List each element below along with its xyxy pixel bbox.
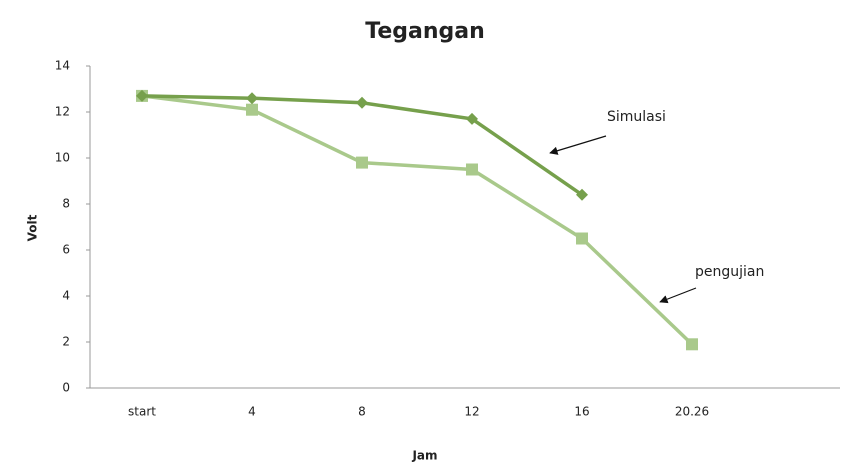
x-axis-title: Jam — [411, 449, 437, 463]
annotation: pengujian — [695, 264, 764, 280]
x-tick-label: 4 — [248, 405, 256, 419]
y-tick-label: 2 — [62, 335, 70, 349]
marker — [356, 96, 368, 109]
marker — [686, 338, 698, 351]
marker — [466, 163, 478, 176]
chart-title: Tegangan — [365, 19, 485, 44]
x-tick-label: 20.26 — [675, 405, 709, 419]
series-line — [141, 94, 694, 346]
x-tick-label: start — [128, 405, 156, 419]
y-tick-label: 14 — [55, 59, 70, 73]
annotation: Simulasi — [607, 109, 666, 125]
x-tick-label: 12 — [464, 405, 479, 419]
marker — [246, 92, 258, 105]
marker — [136, 89, 148, 102]
y-tick-label: 0 — [62, 381, 70, 395]
marker — [576, 188, 588, 201]
y-tick-label: 4 — [62, 289, 70, 303]
y-tick-label: 12 — [55, 105, 70, 119]
marker — [576, 232, 588, 245]
y-tick-label: 8 — [62, 197, 70, 211]
marker — [466, 112, 478, 125]
y-tick-label: 10 — [55, 151, 70, 165]
y-axis-title: Volt — [26, 214, 40, 241]
marker — [356, 156, 368, 169]
marker — [246, 103, 258, 116]
annotation-arrow — [659, 287, 697, 304]
x-tick-label: 16 — [574, 405, 589, 419]
y-tick-label: 6 — [62, 243, 70, 257]
x-tick-label: 8 — [358, 405, 366, 419]
series-line — [141, 94, 583, 197]
annotation-arrow — [549, 135, 607, 155]
